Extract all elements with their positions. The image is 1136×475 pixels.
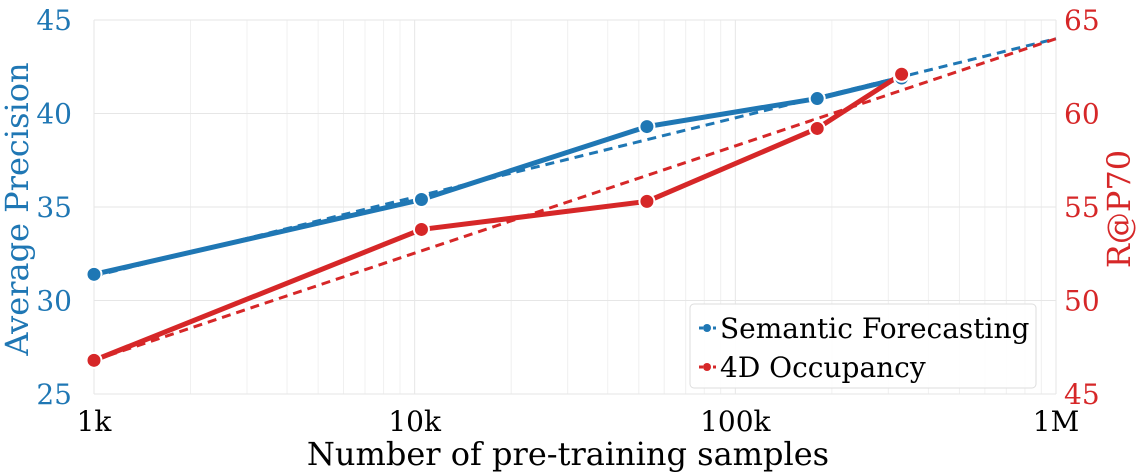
x-tick-label: 100k bbox=[700, 405, 771, 438]
data-point-semantic-forecasting bbox=[638, 118, 656, 136]
legend-marker-semantic-forecasting bbox=[703, 324, 711, 332]
right-tick-label: 65 bbox=[1064, 4, 1100, 37]
x-tick-label: 1k bbox=[77, 405, 113, 438]
data-point-4d-occupancy bbox=[638, 192, 656, 210]
left-tick-label: 30 bbox=[36, 285, 72, 318]
y-axis-label-right: R@P70 bbox=[1100, 150, 1136, 268]
data-point-4d-occupancy bbox=[808, 119, 826, 137]
trend-line-4d-occupancy bbox=[93, 37, 1057, 362]
right-tick-label: 60 bbox=[1064, 98, 1100, 131]
right-tick-label: 45 bbox=[1064, 378, 1100, 411]
legend: Semantic Forecasting 4D Occupancy bbox=[689, 303, 1037, 389]
legend-label-4d-occupancy: 4D Occupancy bbox=[720, 351, 926, 384]
data-point-4d-occupancy bbox=[85, 351, 103, 369]
data-point-4d-occupancy bbox=[412, 220, 430, 238]
x-tick-label: 10k bbox=[388, 405, 442, 438]
left-tick-label: 40 bbox=[36, 98, 72, 131]
left-tick-label: 25 bbox=[36, 378, 72, 411]
data-point-semantic-forecasting bbox=[808, 90, 826, 108]
legend-box bbox=[689, 303, 1037, 389]
left-axis-ticks: 25 30 35 40 45 bbox=[36, 4, 72, 411]
data-point-4d-occupancy bbox=[893, 65, 911, 83]
x-axis-label: Number of pre-training samples bbox=[307, 435, 829, 473]
data-point-semantic-forecasting bbox=[412, 191, 430, 209]
right-tick-label: 50 bbox=[1064, 285, 1100, 318]
legend-marker-4d-occupancy bbox=[703, 363, 711, 371]
x-tick-label: 1M bbox=[1033, 405, 1079, 438]
left-tick-label: 35 bbox=[36, 191, 72, 224]
left-tick-label: 45 bbox=[36, 4, 72, 37]
data-points bbox=[85, 65, 911, 369]
y-axis-label-left: Average Precision bbox=[0, 62, 36, 356]
right-tick-label: 55 bbox=[1064, 191, 1100, 224]
legend-label-semantic-forecasting: Semantic Forecasting bbox=[720, 312, 1030, 345]
right-axis-ticks: 45 50 55 60 65 bbox=[1064, 4, 1100, 411]
data-point-semantic-forecasting bbox=[85, 265, 103, 283]
x-axis-ticks: 1k 10k 100k 1M bbox=[77, 405, 1080, 438]
